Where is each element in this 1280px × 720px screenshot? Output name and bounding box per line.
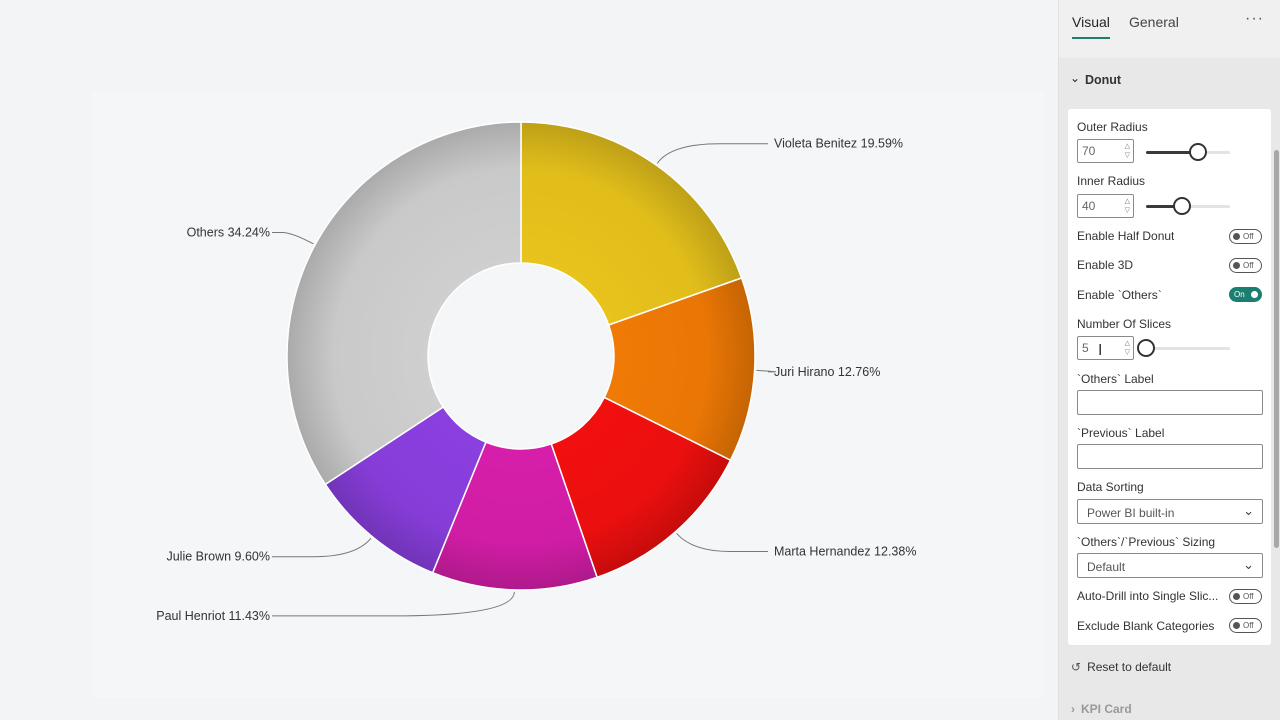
format-pane: Visual General ··· ⌄ Donut Outer Radius … <box>1058 0 1280 720</box>
data-label: Juri Hirano 12.76% <box>774 365 880 379</box>
data-label: Julie Brown 9.60% <box>166 550 270 564</box>
number-of-slices-label: Number Of Slices <box>1077 317 1172 331</box>
outer-radius-slider[interactable] <box>1146 142 1230 162</box>
toggle-knob <box>1233 233 1240 240</box>
toggle-state: Off <box>1243 592 1254 601</box>
tab-visual[interactable]: Visual <box>1072 14 1110 39</box>
inner-radius-spinner[interactable]: △▽ <box>1077 194 1134 218</box>
auto-drill-toggle[interactable]: Off <box>1229 589 1262 604</box>
donut-slice-violeta-benitez[interactable] <box>520 121 743 326</box>
reset-icon: ↺ <box>1071 660 1082 674</box>
leader-line <box>272 537 372 558</box>
kpi-card-label: KPI Card <box>1081 702 1132 716</box>
donut-slice-marta-hernandez[interactable] <box>550 396 732 579</box>
chevron-down-icon: ⌄ <box>1070 71 1081 85</box>
slider-fill <box>1146 205 1183 208</box>
spinner-arrows-icon[interactable]: △ ▽ <box>1124 143 1130 159</box>
outer-radius-label: Outer Radius <box>1077 120 1148 134</box>
number-of-slices-spinner[interactable]: △▽ <box>1077 336 1134 360</box>
toggle-knob <box>1233 593 1240 600</box>
donut-settings-card: Outer Radius △▽ Inner Radius △▽ Enable H… <box>1068 109 1271 645</box>
data-sorting-dropdown[interactable]: Power BI built-in ⌄ <box>1077 499 1263 524</box>
chevron-down-icon: ⌄ <box>1243 557 1254 572</box>
number-of-slices-slider[interactable] <box>1137 338 1230 358</box>
pane-header: Visual General ··· <box>1059 0 1280 58</box>
leader-line <box>676 533 768 552</box>
enable-others-toggle[interactable]: On <box>1229 287 1262 302</box>
toggle-state: Off <box>1243 261 1254 270</box>
slider-thumb[interactable] <box>1173 197 1192 215</box>
toggle-state: Off <box>1243 232 1254 241</box>
reset-to-default-button[interactable]: ↺ Reset to default <box>1071 660 1171 674</box>
reset-label: Reset to default <box>1087 660 1172 674</box>
slider-thumb[interactable] <box>1137 339 1155 357</box>
report-canvas: Violeta Benitez 19.59% Juri Hirano 12.76%… <box>156 121 917 623</box>
number-of-slices-input[interactable] <box>1078 337 1116 359</box>
previous-label-title: `Previous` Label <box>1077 426 1165 440</box>
toggle-knob <box>1233 622 1240 629</box>
dropdown-value: Default <box>1087 560 1126 574</box>
toggle-state: Off <box>1243 621 1254 630</box>
inner-radius-input[interactable] <box>1078 195 1116 217</box>
more-options-icon[interactable]: ··· <box>1245 10 1264 27</box>
half-donut-label: Enable Half Donut <box>1077 229 1175 243</box>
kpi-card-section-header[interactable]: › KPI Card <box>1071 702 1132 716</box>
auto-drill-label: Auto-Drill into Single Slic... <box>1077 589 1219 603</box>
half-donut-toggle[interactable]: Off <box>1229 229 1262 244</box>
slider-thumb[interactable] <box>1189 143 1208 161</box>
donut-slice-others[interactable] <box>286 121 522 486</box>
data-sorting-label: Data Sorting <box>1077 480 1144 494</box>
spinner-arrows-icon[interactable]: △ ▽ <box>1124 198 1130 214</box>
slider-track <box>1146 347 1230 350</box>
exclude-blank-toggle[interactable]: Off <box>1229 618 1262 633</box>
donut-slice-paul-henriot[interactable] <box>431 441 599 591</box>
outer-radius-spinner[interactable]: △▽ <box>1077 139 1134 163</box>
toggle-knob <box>1251 291 1258 298</box>
inner-radius-label: Inner Radius <box>1077 174 1146 188</box>
enable-others-label: Enable `Others` <box>1077 288 1162 302</box>
leader-line <box>272 591 515 617</box>
donut-slice-juri-hirano[interactable] <box>603 277 756 462</box>
dropdown-value: Power BI built-in <box>1087 506 1175 520</box>
sizing-label: `Others`/`Previous` Sizing <box>1077 535 1216 549</box>
outer-radius-input[interactable] <box>1078 140 1116 162</box>
toggle-state: On <box>1234 290 1245 299</box>
toggle-knob <box>1233 262 1240 269</box>
data-label: Violeta Benitez 19.59% <box>774 137 903 151</box>
data-label: Paul Henriot 11.43% <box>156 609 270 623</box>
others-label-title: `Others` Label <box>1077 372 1154 386</box>
inner-radius-slider[interactable] <box>1146 196 1230 216</box>
leader-line <box>656 143 768 164</box>
chevron-down-icon: ⌄ <box>1243 503 1254 518</box>
enable-3d-label: Enable 3D <box>1077 258 1134 272</box>
others-label-input[interactable] <box>1077 390 1263 415</box>
previous-label-input[interactable] <box>1077 444 1263 469</box>
donut-section-header[interactable]: ⌄ Donut <box>1059 66 1280 98</box>
donut-chart: Violeta Benitez 19.59% Juri Hirano 12.76%… <box>156 121 916 623</box>
tab-general[interactable]: General <box>1129 14 1179 30</box>
leader-line <box>756 369 776 373</box>
text-cursor-icon: I <box>1098 341 1103 359</box>
enable-3d-toggle[interactable]: Off <box>1229 258 1262 273</box>
slider-fill <box>1146 151 1199 154</box>
pane-scrollbar[interactable] <box>1274 150 1279 548</box>
leader-line <box>272 231 314 245</box>
donut-slice-julie-brown[interactable] <box>324 405 487 574</box>
sizing-dropdown[interactable]: Default ⌄ <box>1077 553 1263 578</box>
exclude-blank-label: Exclude Blank Categories <box>1077 619 1215 633</box>
spinner-arrows-icon[interactable]: △ ▽ <box>1124 340 1130 356</box>
chevron-right-icon: › <box>1071 702 1075 716</box>
section-title: Donut <box>1085 73 1122 87</box>
data-label: Marta Hernandez 12.38% <box>774 544 916 558</box>
data-label: Others 34.24% <box>187 225 270 239</box>
